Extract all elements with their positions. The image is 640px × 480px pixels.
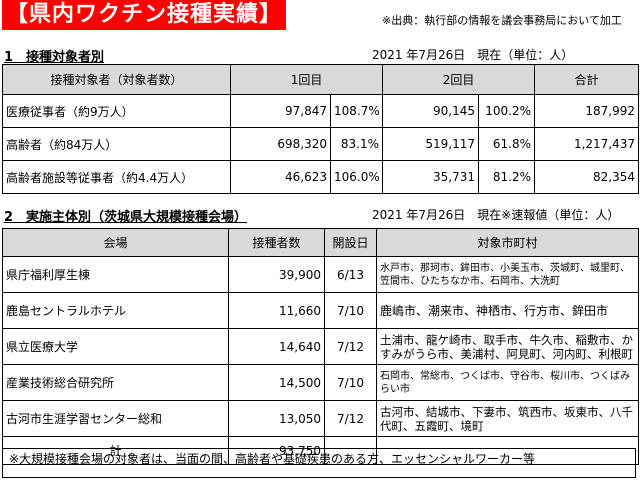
- table-row: 医療従事者（約9万人） 97,847 108.7% 90,145 100.2% …: [2, 94, 640, 128]
- target-municipalities: 土浦市、龍ケ崎市、取手市、牛久市、稲敷市、かすみがうら市、美浦村、阿見町、河内町…: [376, 328, 639, 365]
- dose1-rate: 83.1%: [329, 127, 384, 161]
- vaccinated-count: 11,660: [228, 292, 325, 329]
- dose2-count: 90,145: [382, 94, 479, 128]
- table-row: 古河市生涯学習センター総和 13,050 7/12 古河市、結城市、下妻市、筑西…: [2, 400, 639, 437]
- column-header: 1回目: [229, 64, 384, 95]
- dose1-rate: 106.0%: [329, 160, 384, 194]
- table-header-row: 接種対象者（対象者数） 1回目 2回目 合計: [2, 64, 640, 95]
- empty-cell: [376, 436, 639, 465]
- page-title: 【県内ワクチン接種実績】: [2, 0, 287, 30]
- section1-heading: 1 接種対象者別: [4, 50, 105, 65]
- dose2-rate: 61.8%: [478, 127, 536, 161]
- target-label: 高齢者施設等従事者（約4.4万人）: [2, 160, 231, 194]
- target-group-table: 接種対象者（対象者数） 1回目 2回目 合計 医療従事者（約9万人） 97,84…: [2, 64, 640, 194]
- opening-date: 7/12: [324, 400, 377, 437]
- venue-name: 鹿島セントラルホテル: [2, 292, 229, 329]
- column-header: 合計: [534, 64, 640, 95]
- column-header: 接種対象者（対象者数）: [2, 64, 231, 95]
- opening-date: 7/12: [324, 328, 377, 365]
- dose2-rate: 100.2%: [478, 94, 536, 128]
- dose1-rate: 108.7%: [329, 94, 384, 128]
- dose2-count: 35,731: [382, 160, 479, 194]
- venue-table: 会場 接種者数 開設日 対象市町村 県庁福利厚生棟 39,900 6/13 水戸…: [2, 228, 639, 465]
- opening-date: 7/10: [324, 364, 377, 401]
- dose1-count: 698,320: [230, 127, 331, 161]
- section2-date: 2021 年7月26日 現在※速報値（単位：人）: [372, 208, 620, 222]
- section1-date: 2021 年7月26日 現在（単位：人）: [372, 48, 574, 62]
- target-municipalities: 古河市、結城市、下妻市、筑西市、坂東市、八千代町、五霞町、境町: [376, 400, 639, 437]
- footnote: ※大規模接種会場の対象者は、当面の間、高齢者や基礎疾患のある方、エッセンシャルワ…: [2, 448, 636, 478]
- table-row: 高齢者施設等従事者（約4.4万人） 46,623 106.0% 35,731 8…: [2, 160, 640, 194]
- column-header: 接種者数: [228, 228, 325, 257]
- column-header: 会場: [2, 228, 229, 257]
- opening-date: 6/13: [324, 256, 377, 293]
- source-note: ※出典：執行部の情報を議会事務局において加工: [382, 14, 622, 27]
- venue-name: 古河市生涯学習センター総和: [2, 400, 229, 437]
- vaccinated-count: 14,500: [228, 364, 325, 401]
- total-count: 1,217,437: [534, 127, 640, 161]
- dose2-count: 519,117: [382, 127, 479, 161]
- venue-name: 県庁福利厚生棟: [2, 256, 229, 293]
- opening-date: 7/10: [324, 292, 377, 329]
- column-header: 対象市町村: [376, 228, 639, 257]
- target-label: 医療従事者（約9万人）: [2, 94, 231, 128]
- total-value: 93,750: [228, 436, 325, 465]
- vaccinated-count: 13,050: [228, 400, 325, 437]
- target-municipalities: 石岡市、常総市、つくば市、守谷市、桜川市、つくばみらい市: [376, 364, 639, 401]
- table-row: 県庁福利厚生棟 39,900 6/13 水戸市、那珂市、鉾田市、小美玉市、茨城町…: [2, 256, 639, 293]
- dose1-count: 97,847: [230, 94, 331, 128]
- dose2-rate: 81.2%: [478, 160, 536, 194]
- target-municipalities: 鹿嶋市、潮来市、神栖市、行方市、鉾田市: [376, 292, 639, 329]
- total-count: 187,992: [534, 94, 640, 128]
- venue-name: 県立医療大学: [2, 328, 229, 365]
- total-row: 計 93,750: [2, 436, 639, 465]
- table-row: 鹿島セントラルホテル 11,660 7/10 鹿嶋市、潮来市、神栖市、行方市、鉾…: [2, 292, 639, 329]
- table-row: 産業技術総合研究所 14,500 7/10 石岡市、常総市、つくば市、守谷市、桜…: [2, 364, 639, 401]
- section2-heading: 2 実施主体別（茨城県大規模接種会場）: [4, 210, 248, 225]
- vaccinated-count: 39,900: [228, 256, 325, 293]
- dose1-count: 46,623: [230, 160, 331, 194]
- target-municipalities: 水戸市、那珂市、鉾田市、小美玉市、茨城町、城里町、笠間市、ひたちなか市、石岡市、…: [376, 256, 639, 293]
- table-row: 県立医療大学 14,640 7/12 土浦市、龍ケ崎市、取手市、牛久市、稲敷市、…: [2, 328, 639, 365]
- total-count: 82,354: [534, 160, 640, 194]
- vaccinated-count: 14,640: [228, 328, 325, 365]
- table-row: 高齢者（約84万人） 698,320 83.1% 519,117 61.8% 1…: [2, 127, 640, 161]
- target-label: 高齢者（約84万人）: [2, 127, 231, 161]
- venue-name: 産業技術総合研究所: [2, 364, 229, 401]
- total-label: 計: [2, 436, 229, 465]
- column-header: 2回目: [382, 64, 536, 95]
- column-header: 開設日: [324, 228, 377, 257]
- table-header-row: 会場 接種者数 開設日 対象市町村: [2, 228, 639, 257]
